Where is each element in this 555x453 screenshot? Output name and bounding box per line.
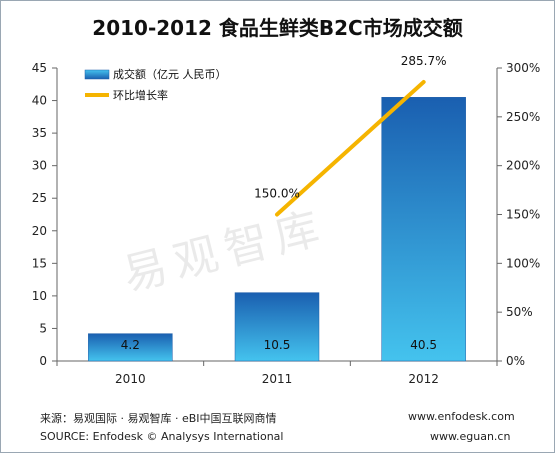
bar (234, 292, 320, 362)
bar (88, 333, 173, 362)
bar-value-label: 40.5 (410, 338, 437, 352)
y-right-tick-label: 300% (506, 61, 540, 75)
bar (381, 97, 466, 362)
y-left-tick-label: 0 (39, 354, 47, 368)
y-left-tick-label: 5 (39, 321, 47, 335)
bar-value-label: 10.5 (264, 338, 291, 352)
y-left-tick-label: 10 (32, 289, 47, 303)
x-tick-label: 2011 (262, 372, 293, 386)
x-tick-label: 2010 (115, 372, 146, 386)
line-value-label: 150.0% (254, 187, 300, 201)
y-right-tick-label: 0% (506, 354, 525, 368)
source-cn: 来源：易观国际 · 易观智库 · eBI中国互联网商情 (40, 412, 277, 425)
y-right-tick-label: 200% (506, 159, 540, 173)
legend-bar-swatch (84, 69, 110, 80)
site-enfodesk: www.enfodesk.com (408, 410, 515, 423)
chart-title: 2010-2012 食品生鲜类B2C市场成交额 (92, 16, 463, 40)
growth-line (275, 79, 426, 217)
y-left-tick-label: 20 (32, 224, 47, 238)
y-left-tick-label: 45 (32, 61, 47, 75)
bar-value-label: 4.2 (121, 338, 140, 352)
y-left-tick-label: 25 (32, 191, 47, 205)
line-value-label: 285.7% (401, 54, 447, 68)
site-eguan: www.eguan.cn (430, 430, 511, 443)
legend-line-label: 环比增长率 (113, 88, 168, 102)
y-right-tick-label: 250% (506, 110, 540, 124)
y-right-tick-label: 100% (506, 256, 540, 270)
y-left-tick-label: 40 (32, 94, 47, 108)
source-en: SOURCE: Enfodesk © Analysys Internationa… (40, 430, 284, 443)
legend-bar-label: 成交额（亿元 人民币） (113, 67, 227, 81)
x-tick-label: 2012 (408, 372, 439, 386)
y-right-tick-label: 150% (506, 208, 540, 222)
y-right-tick-label: 50% (506, 305, 533, 319)
y-left-tick-label: 30 (32, 159, 47, 173)
y-left-tick-label: 15 (32, 256, 47, 270)
y-left-tick-label: 35 (32, 126, 47, 140)
